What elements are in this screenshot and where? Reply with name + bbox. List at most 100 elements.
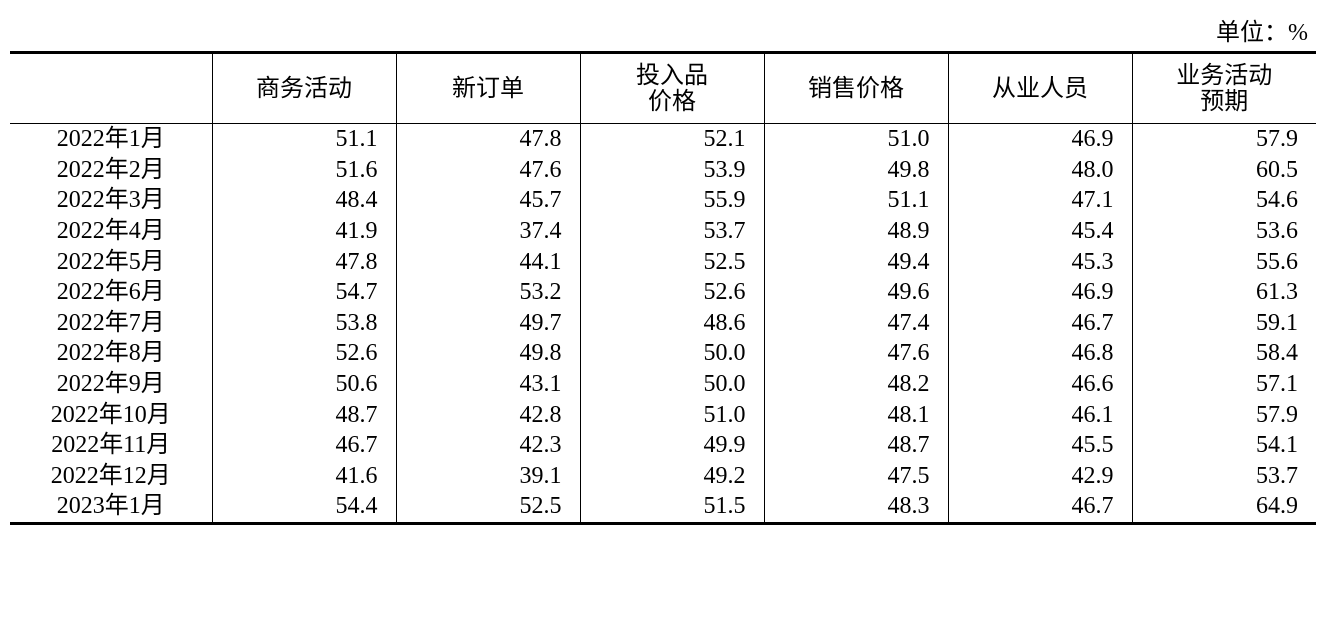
header-text: 投入品 [636,62,708,89]
table-cell: 46.9 [947,123,1132,155]
table-cell: 46.9 [947,276,1132,308]
table-cell: 60.5 [1131,154,1316,186]
table-row: 2022年4月 41.9 37.4 53.7 48.9 45.4 53.6 [10,215,1316,247]
unit-label: 单位：% [1216,20,1308,46]
table-cell: 41.6 [211,460,396,492]
table-cell: 52.6 [211,338,396,369]
table-cell: 48.2 [763,368,948,400]
table-cell: 46.1 [947,399,1132,430]
table-cell: 47.6 [763,338,948,369]
table-cell: 57.9 [1131,399,1316,430]
table-cell: 44.1 [395,246,580,277]
table-cell: 51.0 [763,123,948,155]
table-row: 2022年10月 48.7 42.8 51.0 48.1 46.1 57.9 [10,399,1316,430]
row-label: 2022年6月 [56,279,165,306]
table-cell: 54.6 [1131,185,1316,216]
table-row: 2022年6月 54.7 53.2 52.6 49.6 46.9 61.3 [10,276,1316,308]
header-text: 价格 [648,88,696,115]
header-text: 新订单 [452,75,524,102]
table-cell: 51.6 [211,154,396,186]
header-cell [10,52,212,124]
table-cell: 49.4 [763,246,948,277]
table-cell: 53.7 [1131,460,1316,492]
table-cell: 52.6 [579,276,764,308]
table-cell: 47.8 [211,246,396,277]
table-row: 2022年5月 47.8 44.1 52.5 49.4 45.3 55.6 [10,246,1316,277]
table-cell: 57.1 [1131,368,1316,400]
table-cell: 47.1 [947,185,1132,216]
table-cell: 48.9 [763,215,948,247]
table-row: 2022年3月 48.4 45.7 55.9 51.1 47.1 54.6 [10,185,1316,216]
table-cell: 43.1 [395,368,580,400]
table-cell: 64.9 [1131,491,1316,524]
table-row: 2022年9月 50.6 43.1 50.0 48.2 46.6 57.1 [10,368,1316,400]
table-cell: 49.6 [763,276,948,308]
table-row: 2022年11月 46.7 42.3 49.9 48.7 45.5 54.1 [10,429,1316,461]
header-cell: 从业人员 [947,52,1132,124]
header-text: 销售价格 [808,75,904,102]
table-row: 2022年7月 53.8 49.7 48.6 47.4 46.7 59.1 [10,307,1316,339]
table-cell: 48.7 [211,399,396,430]
table-cell: 50.6 [211,368,396,400]
table-cell: 45.5 [947,429,1132,461]
header-cell: 销售价格 [763,52,948,124]
table-cell: 42.8 [395,399,580,430]
header-cell: 新订单 [395,52,580,124]
table-body: 2022年1月 51.1 47.8 52.1 51.0 46.9 57.9 2022年2月 51… [10,123,1316,524]
header-text: 业务活动 [1176,62,1273,89]
table-cell: 52.5 [395,491,580,524]
row-label: 2022年3月 [56,187,165,214]
table-cell: 55.6 [1131,246,1316,277]
header-cell: 商务活动 [211,52,396,124]
table-cell: 49.8 [763,154,948,186]
row-label: 2022年11月 [51,432,171,459]
table-cell: 50.0 [579,338,764,369]
table-cell: 58.4 [1131,338,1316,369]
row-label: 2022年4月 [56,218,165,245]
table-row: 2022年1月 51.1 47.8 52.1 51.0 46.9 57.9 [10,123,1316,155]
table-cell: 51.5 [579,491,764,524]
table-cell: 51.1 [211,123,396,155]
table-cell: 52.5 [579,246,764,277]
table-cell: 49.9 [579,429,764,461]
table-cell: 47.4 [763,307,948,339]
table-cell: 50.0 [579,368,764,400]
table-cell: 49.8 [395,338,580,369]
table-cell: 52.1 [579,123,764,155]
row-label: 2022年5月 [56,248,165,275]
table-row: 2022年8月 52.6 49.8 50.0 47.6 46.8 58.4 [10,338,1316,369]
table-cell: 54.1 [1131,429,1316,461]
header-row: 商务活动 新订单 投入品 价格 销售价格 从业人员 业务活动 预期 [10,52,1316,124]
table-cell: 54.7 [211,276,396,308]
table-row: 2023年1月 54.4 52.5 51.5 48.3 46.7 64.9 [10,491,1316,524]
table-cell: 48.0 [947,154,1132,186]
table-cell: 48.1 [763,399,948,430]
row-label: 2022年10月 [50,401,171,428]
table-cell: 53.2 [395,276,580,308]
row-label: 2022年12月 [50,462,171,489]
row-label: 2023年1月 [56,493,165,520]
row-label: 2022年8月 [56,340,165,367]
table-cell: 48.4 [211,185,396,216]
row-label: 2022年9月 [56,371,165,398]
table-cell: 47.8 [395,123,580,155]
table-cell: 53.8 [211,307,396,339]
table-row: 2022年2月 51.6 47.6 53.9 49.8 48.0 60.5 [10,154,1316,186]
data-table: 商务活动 新订单 投入品 价格 销售价格 从业人员 业务活动 预期 2022年1月 51.1 47… [10,51,1316,525]
table-cell: 46.7 [947,307,1132,339]
table-cell: 53.7 [579,215,764,247]
table-cell: 51.0 [579,399,764,430]
table-cell: 61.3 [1131,276,1316,308]
table-cell: 47.5 [763,460,948,492]
row-label: 2022年2月 [56,156,165,183]
table-cell: 45.4 [947,215,1132,247]
table-cell: 53.9 [579,154,764,186]
table-cell: 53.6 [1131,215,1316,247]
table-row: 2022年12月 41.6 39.1 49.2 47.5 42.9 53.7 [10,460,1316,492]
table-cell: 39.1 [395,460,580,492]
table-cell: 51.1 [763,185,948,216]
table-cell: 55.9 [579,185,764,216]
table-cell: 37.4 [395,215,580,247]
table-cell: 49.2 [579,460,764,492]
